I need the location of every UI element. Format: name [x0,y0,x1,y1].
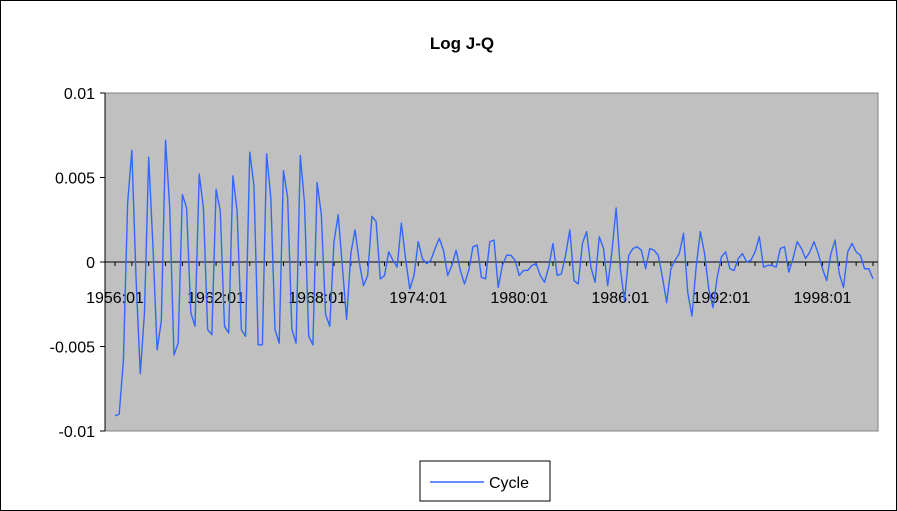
y-tick-label: -0.01 [59,424,96,441]
x-axis: 1956:01 1962:01 1968:01 1974:01 1980:01 1986:… [86,261,878,307]
y-tick-label: 0.01 [64,86,95,103]
series-group [114,139,874,417]
x-tick-label: 1974:01 [389,290,447,307]
x-tick-label: 1992:01 [692,290,750,307]
x-tick-label: 1962:01 [187,290,245,307]
y-axis: 0.01 0.005 0 -0.005 -0.01 [50,86,106,441]
legend: Cycle [419,460,551,502]
x-tick-label: 1956:01 [86,290,144,307]
series-line-cycle [114,139,874,417]
y-tick-label: 0 [86,255,95,272]
y-tick-label: -0.005 [50,340,95,357]
y-tick-label: 0.005 [55,171,95,188]
x-tick-label: 1980:01 [490,290,548,307]
x-tick-label: 1986:01 [591,290,649,307]
chart-title: Log J-Q [430,34,494,53]
legend-box [419,460,551,502]
x-tick-label: 1998:01 [794,290,852,307]
legend-label-cycle: Cycle [489,475,529,492]
